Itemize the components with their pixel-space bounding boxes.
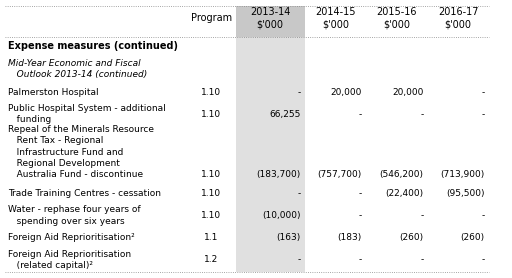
Text: Repeal of the Minerals Resource
   Rent Tax - Regional
   Infrastructure Fund an: Repeal of the Minerals Resource Rent Tax… xyxy=(8,125,154,168)
Text: 2015-16
$'000: 2015-16 $'000 xyxy=(376,7,417,30)
Text: Program: Program xyxy=(190,13,232,23)
Text: 1.10: 1.10 xyxy=(201,189,221,198)
Text: 20,000: 20,000 xyxy=(331,88,362,97)
Text: Mid-Year Economic and Fiscal
   Outlook 2013-14 (continued): Mid-Year Economic and Fiscal Outlook 201… xyxy=(8,59,147,80)
Text: -: - xyxy=(482,110,485,119)
Text: (260): (260) xyxy=(461,233,485,242)
Text: (260): (260) xyxy=(399,233,423,242)
Text: (757,700): (757,700) xyxy=(318,170,362,179)
Bar xyxy=(236,6,305,272)
Text: Water - rephase four years of
   spending over six years: Water - rephase four years of spending o… xyxy=(8,205,140,225)
Bar xyxy=(236,6,305,37)
Text: 1.10: 1.10 xyxy=(201,88,221,97)
Text: 1.1: 1.1 xyxy=(204,233,219,242)
Text: (163): (163) xyxy=(276,233,301,242)
Text: -: - xyxy=(420,211,423,220)
Text: Foreign Aid Reprioritisation
   (related capital)²: Foreign Aid Reprioritisation (related ca… xyxy=(8,250,131,270)
Text: -: - xyxy=(359,189,362,198)
Text: (183,700): (183,700) xyxy=(257,170,301,179)
Text: 2013-14
$'000: 2013-14 $'000 xyxy=(250,7,290,30)
Text: 2014-15
$'000: 2014-15 $'000 xyxy=(315,7,356,30)
Text: (546,200): (546,200) xyxy=(379,170,423,179)
Text: -: - xyxy=(359,255,362,264)
Text: -: - xyxy=(359,110,362,119)
Text: -: - xyxy=(297,255,301,264)
Text: -: - xyxy=(359,211,362,220)
Text: (183): (183) xyxy=(338,233,362,242)
Text: 1.10: 1.10 xyxy=(201,211,221,220)
Text: 2016-17
$'000: 2016-17 $'000 xyxy=(438,7,479,30)
Text: 1.2: 1.2 xyxy=(204,255,218,264)
Text: 20,000: 20,000 xyxy=(392,88,423,97)
Text: -: - xyxy=(297,88,301,97)
Text: Foreign Aid Reprioritisation²: Foreign Aid Reprioritisation² xyxy=(8,233,135,242)
Text: (713,900): (713,900) xyxy=(441,170,485,179)
Text: Public Hospital System - additional
   funding: Public Hospital System - additional fund… xyxy=(8,105,165,125)
Text: -: - xyxy=(420,110,423,119)
Text: Palmerston Hospital: Palmerston Hospital xyxy=(8,88,98,97)
Text: (22,400): (22,400) xyxy=(386,189,423,198)
Text: Expense measures (continued): Expense measures (continued) xyxy=(8,41,178,51)
Text: -: - xyxy=(482,88,485,97)
Text: -: - xyxy=(420,255,423,264)
Text: 66,255: 66,255 xyxy=(269,110,301,119)
Text: (10,000): (10,000) xyxy=(262,211,301,220)
Text: 1.10: 1.10 xyxy=(201,170,221,179)
Text: -: - xyxy=(482,255,485,264)
Text: 1.10: 1.10 xyxy=(201,110,221,119)
Text: -: - xyxy=(482,211,485,220)
Text: (95,500): (95,500) xyxy=(446,189,485,198)
Text: -: - xyxy=(297,189,301,198)
Text: Australia Fund - discontinue: Australia Fund - discontinue xyxy=(8,170,143,179)
Text: Trade Training Centres - cessation: Trade Training Centres - cessation xyxy=(8,189,161,198)
